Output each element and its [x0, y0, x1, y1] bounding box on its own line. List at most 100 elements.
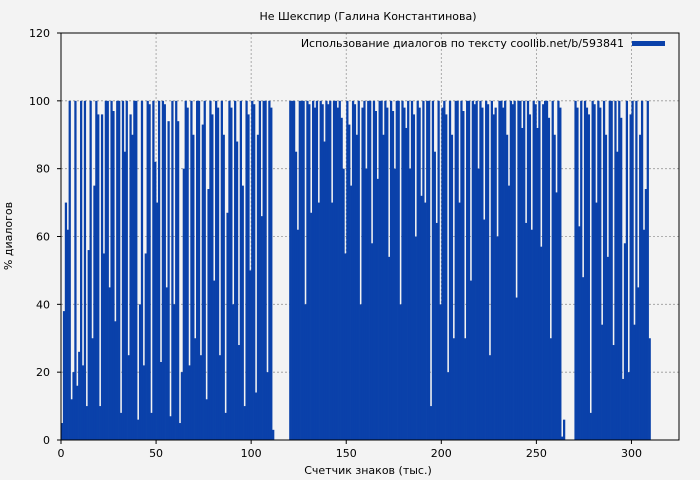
x-tick-label: 200	[431, 447, 452, 460]
data-bar	[188, 365, 191, 440]
data-bar	[294, 151, 298, 441]
data-bar	[627, 372, 630, 440]
data-bar	[211, 114, 214, 441]
data-bar	[268, 100, 271, 440]
data-bar	[154, 161, 157, 440]
data-bar	[637, 287, 640, 440]
data-bar	[127, 355, 130, 440]
data-bar	[408, 168, 412, 440]
x-tick-label: 300	[621, 447, 642, 460]
data-bar	[194, 338, 197, 440]
data-bar	[342, 168, 345, 440]
data-bar	[178, 423, 182, 440]
data-bar	[251, 100, 254, 440]
data-bar	[234, 100, 237, 440]
data-bar	[386, 107, 389, 440]
x-tick-label: 150	[336, 447, 357, 460]
data-bar	[148, 104, 151, 440]
data-bar	[524, 222, 528, 440]
data-bar	[129, 114, 132, 441]
data-bar	[486, 104, 490, 440]
data-bar	[83, 100, 87, 440]
data-bar	[426, 100, 429, 440]
data-bar	[369, 100, 372, 440]
data-bar	[199, 355, 203, 440]
data-bar	[625, 100, 629, 440]
data-bar	[483, 219, 486, 440]
data-bar	[321, 104, 324, 440]
data-bar	[597, 100, 600, 440]
data-bar	[239, 100, 242, 440]
data-bar	[106, 100, 109, 440]
data-bar	[209, 100, 212, 440]
data-bar	[104, 100, 107, 440]
data-bar	[196, 100, 199, 440]
data-bar	[325, 100, 328, 440]
data-bar	[648, 338, 651, 440]
data-bar	[114, 321, 117, 440]
data-bar	[494, 107, 497, 440]
data-bar	[614, 100, 617, 440]
x-tick-label: 100	[241, 447, 262, 460]
data-bar	[367, 100, 370, 440]
data-bar	[159, 361, 163, 440]
data-bar	[357, 100, 360, 440]
data-bar	[559, 107, 562, 440]
data-bar	[89, 100, 92, 440]
data-bar	[414, 236, 417, 440]
data-bar	[433, 151, 436, 441]
data-bar	[140, 100, 144, 440]
data-bar	[458, 202, 461, 440]
data-bar	[420, 195, 423, 440]
data-bar	[292, 100, 296, 440]
data-bar	[629, 114, 632, 441]
data-bar	[346, 100, 349, 440]
data-bar	[435, 222, 438, 440]
data-bar	[232, 304, 235, 440]
data-bar	[422, 100, 425, 440]
data-bar	[93, 185, 96, 440]
data-bar	[228, 100, 231, 440]
data-bar	[509, 100, 513, 440]
data-bar	[384, 100, 387, 440]
data-bar	[382, 134, 385, 440]
data-bar	[361, 107, 364, 440]
data-bar	[593, 104, 596, 440]
data-bar	[137, 419, 140, 440]
data-bar	[601, 324, 604, 440]
data-bar	[561, 436, 564, 440]
data-bar	[163, 104, 166, 440]
data-bar	[258, 100, 262, 440]
data-bar	[500, 100, 503, 440]
data-bar	[618, 100, 621, 440]
y-tick-label: 80	[36, 163, 50, 176]
data-bar	[186, 107, 189, 440]
data-bar	[547, 117, 551, 441]
y-axis-label: % диалогов	[2, 202, 15, 270]
data-bar	[534, 104, 537, 440]
data-bar	[80, 100, 83, 440]
x-tick-label: 0	[58, 447, 65, 460]
data-bar	[589, 412, 592, 440]
data-bar	[118, 100, 121, 440]
data-bar	[466, 100, 469, 440]
data-bar	[254, 392, 258, 440]
data-bar	[81, 365, 85, 440]
data-bar	[481, 107, 484, 440]
data-bar	[112, 111, 115, 440]
data-bar	[471, 100, 474, 440]
data-bar	[272, 429, 275, 440]
data-bar	[397, 100, 400, 440]
data-bar	[633, 324, 636, 440]
data-bar	[403, 107, 406, 440]
data-bar	[488, 355, 492, 440]
data-bar	[291, 100, 294, 440]
data-bar	[473, 104, 476, 440]
data-bar	[460, 100, 463, 440]
data-bar	[249, 270, 252, 440]
data-bar	[644, 189, 648, 440]
data-bar	[138, 304, 142, 440]
data-bar	[642, 229, 646, 440]
data-bar	[492, 114, 495, 441]
